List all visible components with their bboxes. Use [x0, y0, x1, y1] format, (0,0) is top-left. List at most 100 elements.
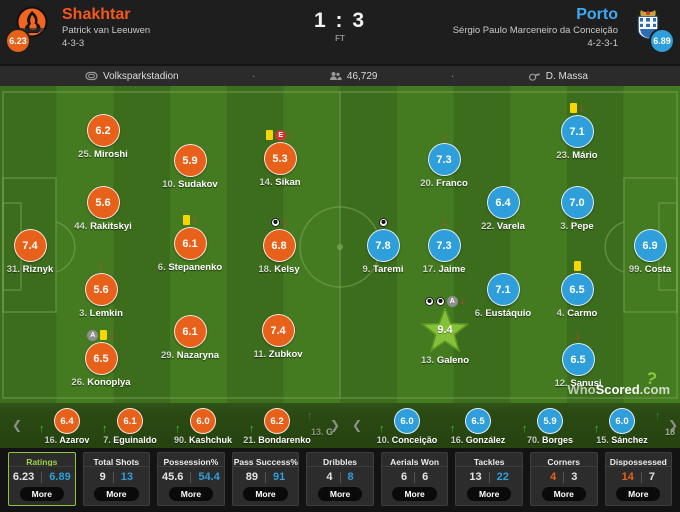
player-marker[interactable]: 7.0 3. Pepe [527, 186, 627, 232]
chevron-left-icon[interactable]: ❮ [12, 418, 23, 432]
player-icons [140, 302, 240, 314]
player-marker[interactable]: ↓ 6.5 12. Sanusi [528, 331, 628, 390]
player-marker[interactable]: 5.6 44. Rakitskyi [53, 186, 153, 232]
player-marker[interactable]: 7.1 6. Eustáquio [453, 273, 553, 319]
bench-rating-badge: 6.0 [394, 408, 420, 434]
stat-box-total-shots[interactable]: Total Shots 9 13 More [82, 452, 151, 506]
player-icons: A ↓ [395, 295, 495, 307]
goal-ball-icon [270, 217, 280, 227]
chevron-right-icon[interactable]: ❯ [668, 418, 679, 432]
player-rating-badge: 6.4 [486, 186, 520, 219]
more-button[interactable]: More [94, 487, 139, 501]
sub-on-arrow-icon: ↑ [249, 423, 255, 435]
player-name-label: 3. Lemkin [79, 308, 123, 319]
player-marker[interactable]: ↓ 7.1 23. Mário [527, 103, 627, 162]
bench-player[interactable]: ↑ 6.0 10. Conceição [365, 408, 449, 445]
bench-player-partial[interactable]: ↑ 18 [628, 408, 680, 438]
player-marker[interactable]: 6.2 25. Miroshi [53, 114, 153, 160]
stat-box-aerials-won[interactable]: Aerials Won 6 6 More [380, 452, 449, 506]
stat-label: Corners [530, 453, 597, 467]
bench-player-partial[interactable]: ↑ 13. G [280, 408, 364, 438]
player-icons: ↓ [394, 130, 494, 142]
player-marker[interactable]: ↓ 6.8 18. Kelsy [229, 217, 329, 276]
player-icons [228, 301, 328, 313]
more-button[interactable]: More [467, 487, 512, 501]
stat-divider [190, 471, 192, 483]
player-icons: ↓ [140, 214, 240, 226]
player-icons [527, 260, 627, 272]
player-name-label: 4. Carmo [556, 308, 598, 319]
player-marker[interactable]: A ↓ 6.5 26. Konoplya [51, 329, 151, 388]
more-button[interactable]: More [616, 487, 661, 501]
stat-label: Dribbles [307, 453, 373, 467]
stat-box-possession-[interactable]: Possession% 45.6 54.4 More [157, 452, 225, 506]
stat-label: Ratings [9, 453, 75, 467]
player-name-label: 17. Jaime [422, 264, 466, 275]
yellow-card-icon [266, 130, 274, 140]
stat-box-tackles[interactable]: Tackles 13 22 More [455, 452, 523, 506]
sub-off-arrow-icon: ↓ [288, 129, 294, 141]
bench-player-row: ↑ 6.4 [39, 408, 80, 435]
stat-box-dribbles[interactable]: Dribbles 4 8 More [306, 452, 374, 506]
player-name-label: 31. Riznyk [6, 264, 54, 275]
more-button[interactable]: More [317, 487, 363, 501]
match-info-bar: Volksparkstadion · 46,729 · D. Massa [0, 64, 680, 86]
more-button[interactable]: More [541, 487, 586, 501]
player-marker[interactable]: 5.9 10. Sudakov [140, 144, 240, 190]
home-team-name[interactable]: Shakhtar [62, 6, 131, 23]
player-marker[interactable]: 6.5 4. Carmo [527, 261, 627, 319]
bench-player[interactable]: ↑ 6.0 90. Kashchuk [161, 408, 245, 445]
stat-box-corners[interactable]: Corners 4 3 More [529, 452, 598, 506]
home-team-formation: 4-3-3 [62, 38, 85, 49]
bench-player[interactable]: ↑ 6.4 16. Azarov [25, 408, 109, 445]
player-marker[interactable]: 6.9 99. Costa [600, 229, 680, 275]
player-name-label: 44. Rakitskyi [74, 221, 132, 232]
player-icons [333, 216, 433, 228]
sub-off-arrow-icon: ↓ [98, 260, 104, 272]
player-icons [53, 173, 153, 185]
goal-ball-icon [424, 296, 434, 306]
player-marker[interactable]: 6.4 22. Varela [453, 186, 553, 232]
player-marker[interactable]: 6.1 29. Nazaryna [140, 315, 240, 361]
bench-player[interactable]: ↑ 6.1 7. Eguinaldo [88, 408, 172, 445]
player-rating-badge: 6.1 [173, 227, 207, 260]
stat-home-value: 9 [99, 471, 106, 483]
player-marker[interactable]: ↓ 5.6 3. Lemkin [51, 261, 151, 320]
stat-box-pass-success-[interactable]: Pass Success% 89 91 More [231, 452, 300, 506]
more-button[interactable]: More [168, 487, 214, 501]
more-button[interactable]: More [392, 487, 437, 501]
bench-player[interactable]: ↑ 6.5 16. González [436, 408, 520, 445]
stat-home-value: 4 [550, 471, 557, 483]
stat-divider [640, 471, 642, 483]
away-team-header[interactable]: 6.89 Porto Sérgio Paulo Marceneiro da Co… [453, 6, 675, 54]
stat-box-dispossessed[interactable]: Dispossessed 14 7 More [604, 452, 673, 506]
stat-box-ratings[interactable]: Ratings 6.23 6.89 More [8, 452, 76, 506]
player-marker[interactable]: 7.4 11. Zubkov [228, 314, 328, 360]
player-name-label: 21. Bondarenko [243, 435, 311, 445]
player-marker[interactable]: 7.8 9. Taremi [333, 217, 433, 275]
yellow-card-icon [573, 261, 581, 271]
bench-player[interactable]: ↑ 6.0 15. Sánchez [580, 408, 664, 445]
home-team-header[interactable]: 6.23 Shakhtar Patrick van Leeuwen 4-3-3 [5, 6, 151, 54]
stat-label: Total Shots [83, 453, 150, 467]
bench-player[interactable]: ↑ 6.2 21. Bondarenko [235, 408, 319, 445]
player-marker[interactable]: E ↓ 5.3 14. Sikan [230, 129, 330, 188]
player-marker[interactable]: ↓ 7.3 20. Franco [394, 131, 494, 190]
yellow-card-icon [182, 215, 190, 225]
chevron-right-icon[interactable]: ❯ [330, 418, 341, 432]
away-team-name[interactable]: Porto [576, 6, 618, 23]
more-button[interactable]: More [19, 487, 64, 501]
bench-player[interactable]: ↑ 5.9 70. Borges [508, 408, 592, 445]
home-team-manager: Patrick van Leeuwen [62, 25, 151, 36]
sub-on-arrow-icon: ↑ [594, 423, 600, 435]
chevron-left-icon[interactable]: ❮ [352, 418, 363, 432]
stat-divider [264, 471, 266, 483]
player-marker[interactable]: ↓ 7.3 17. Jaime [394, 217, 494, 276]
player-marker[interactable]: ↓ 6.1 6. Stepanenko [140, 215, 240, 274]
player-marker[interactable]: 7.4 31. Riznyk [0, 229, 80, 275]
player-marker[interactable]: A ↓ 9.4 13. Galeno [395, 295, 495, 366]
sub-off-arrow-icon: ↓ [109, 329, 115, 341]
player-rating-badge: 7.3 [427, 229, 461, 262]
more-button[interactable]: More [243, 487, 288, 501]
stat-away-value: 6 [422, 471, 429, 483]
